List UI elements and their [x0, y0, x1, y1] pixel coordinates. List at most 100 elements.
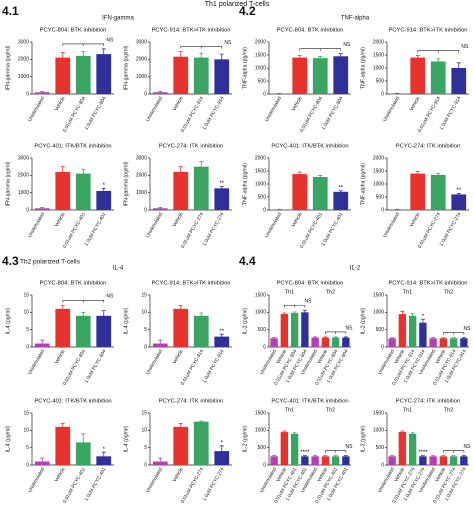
significance-label: NS [463, 326, 471, 332]
bar [55, 57, 71, 94]
section-header: Th1 polarized T-cells [205, 1, 270, 8]
error-bar [60, 166, 65, 178]
y-axis-label: IL-2 (pg/ml) [360, 307, 366, 334]
y-tick-label: 0 [26, 344, 29, 350]
y-tick-label: 5 [26, 445, 29, 451]
y-tick-label: 2000 [136, 173, 147, 179]
bar [451, 194, 467, 210]
error-bar [410, 432, 415, 436]
error-bar [318, 175, 323, 179]
error-bar [323, 336, 328, 339]
x-tick-label: 1.0uM PCYC-804 [84, 348, 108, 384]
bar [292, 57, 308, 94]
chart-title: PCYC-914: BTK>ITK inhibition [151, 28, 230, 34]
significance-label: NS [106, 37, 114, 43]
bar [449, 338, 458, 347]
x-tick-label: 0.01uM PCYC-914 [180, 95, 205, 133]
x-tick-label: Unstimulated [259, 466, 278, 494]
error-bar [431, 337, 436, 340]
x-tick-label: Vehicle [172, 95, 185, 112]
y-tick-label: 1000 [255, 65, 266, 71]
x-tick-label: Unstimulated [264, 211, 283, 239]
x-tick-label: 1.0uM PCYC-401 [84, 211, 108, 247]
y-tick-label: 1000 [373, 428, 384, 434]
error-bar [333, 455, 338, 458]
error-bar [461, 337, 466, 340]
chart-title: PCYC-804: BTK inhibition [277, 281, 344, 287]
bar [214, 451, 230, 465]
y-tick-label: 2000 [18, 57, 29, 63]
error-bar [451, 455, 456, 458]
significance-label: ** [456, 188, 461, 194]
error-bar [219, 186, 224, 191]
y-tick-label: 5 [144, 327, 147, 333]
y-tick-label: 1000 [255, 310, 266, 316]
y-tick-label: 0 [263, 207, 266, 213]
error-bar [158, 207, 163, 210]
x-tick-label: 1.0uM PCYC-274 [439, 211, 463, 247]
bar [173, 426, 189, 465]
error-bar [101, 310, 106, 322]
bar [75, 315, 91, 347]
bar [55, 308, 71, 347]
y-tick-label: 15 [141, 410, 147, 416]
bar [96, 54, 112, 94]
bar [398, 432, 407, 465]
chart-title: PCYC-914: BTK>ITK inhibition [388, 28, 467, 34]
bar [460, 456, 468, 465]
y-tick-label: 0 [144, 91, 147, 97]
x-tick-label: Unstimulated [27, 466, 46, 494]
group-label: Th1 [403, 407, 412, 413]
error-bar [178, 305, 183, 313]
section-header: Th2 polarized T-cells [20, 259, 81, 266]
x-tick-label: 0.01uM PCYC-914 [180, 348, 205, 386]
bar [410, 173, 426, 210]
x-tick-label: Unstimulated [382, 211, 401, 239]
y-tick-label: 0 [263, 462, 266, 468]
bar [301, 312, 309, 347]
y-tick-label: 0 [381, 91, 384, 97]
error-bar [60, 52, 65, 64]
bar [449, 456, 458, 465]
significance-label: * [422, 314, 425, 320]
x-tick-label: 1.0uM PCYC-274 [202, 211, 226, 247]
y-tick-label: 1000 [373, 310, 384, 316]
error-bar [390, 337, 395, 340]
y-tick-label: 5 [144, 445, 147, 451]
error-bar [272, 337, 277, 340]
bar [193, 421, 209, 465]
significance-bracket [284, 304, 306, 308]
error-bar [297, 55, 302, 61]
x-tick-label: 0.01uM PCYC-804 [62, 348, 87, 386]
significance-label: NS [345, 325, 353, 331]
x-tick-label: 1.0uM PCYC-401 [84, 466, 108, 502]
y-axis-label: TNF-alpha (pg/ml) [242, 163, 248, 205]
y-tick-label: 500 [376, 194, 385, 200]
error-bar [400, 430, 405, 434]
x-tick-label: 0.01uM PCYC-401 [62, 211, 87, 249]
error-bar [395, 92, 400, 95]
y-tick-label: 0 [144, 344, 147, 350]
chart-title: PCYC-804: BTK inhibition [277, 28, 344, 34]
x-tick-label: 0.01uM PCYC-804 [299, 95, 324, 133]
error-bar [40, 339, 45, 348]
error-bar [415, 171, 420, 177]
y-axis-label: IL-2 (pg/ml) [242, 425, 248, 452]
chart-title: PCYC-274: ITK inhibition [159, 144, 223, 150]
error-bar [101, 187, 106, 194]
y-tick-label: 1500 [373, 410, 384, 416]
bar [410, 57, 426, 94]
x-tick-label: Vehicle [291, 211, 304, 228]
error-bar [313, 336, 318, 339]
bar [214, 59, 230, 94]
chart-title: PCYC-274: ITK inhibition [396, 399, 460, 405]
y-tick-label: 1000 [255, 428, 266, 434]
group-label: Th2 [326, 407, 335, 413]
y-tick-label: 1500 [255, 168, 266, 174]
bar [419, 456, 427, 465]
y-axis-label: IL-4 (pg/ml) [5, 425, 11, 452]
x-tick-label: 0.01uM PCYC-401 [299, 211, 324, 249]
bar [419, 322, 427, 347]
x-tick-label: Unstimulated [27, 95, 46, 123]
y-tick-label: 1500 [373, 168, 384, 174]
